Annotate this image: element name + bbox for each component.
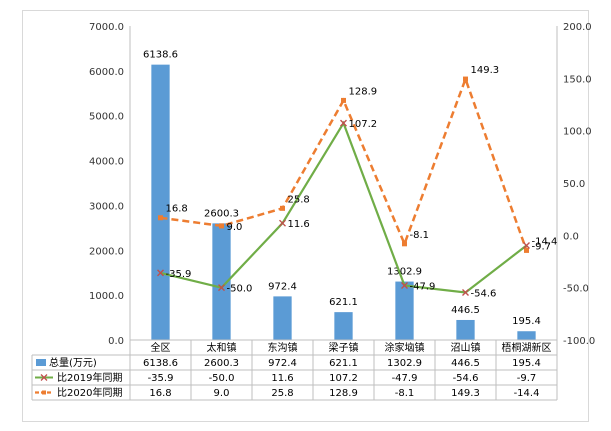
line-2020-data-label: 25.8 bbox=[288, 194, 310, 205]
line-2019-data-label: -47.9 bbox=[410, 281, 436, 292]
line-2020-data-label: -8.1 bbox=[410, 230, 430, 241]
table-cell: 6138.6 bbox=[143, 358, 178, 369]
line-2020-data-label: 149.3 bbox=[471, 65, 500, 76]
y-left-tick-label: 0.0 bbox=[108, 336, 124, 347]
table-cell: 107.2 bbox=[329, 373, 358, 384]
line-2019-marker bbox=[401, 281, 408, 289]
y-left-tick-label: 6000.0 bbox=[89, 67, 124, 78]
line-2019-data-label: -35.9 bbox=[166, 269, 192, 280]
table-cell: -50.0 bbox=[209, 373, 235, 384]
x-category-label: 全区 bbox=[151, 341, 171, 354]
y-right-tick-label: 100.0 bbox=[563, 127, 592, 138]
line-2020-marker bbox=[402, 241, 407, 247]
line-2019-marker bbox=[462, 288, 469, 296]
bar bbox=[456, 319, 475, 340]
line-2020-marker bbox=[341, 97, 346, 103]
legend-key-marker-2020 bbox=[42, 390, 46, 395]
bar bbox=[212, 223, 231, 340]
x-category-label: 东沟镇 bbox=[268, 341, 298, 354]
table-cell: -8.1 bbox=[395, 388, 415, 399]
y-right-tick-label: 0.0 bbox=[563, 231, 579, 242]
chart-border bbox=[22, 10, 589, 422]
y-left-tick-label: 1000.0 bbox=[89, 291, 124, 302]
y-left-tick-label: 5000.0 bbox=[89, 112, 124, 123]
legend-series-name: 总量(万元) bbox=[49, 356, 97, 369]
bar-data-label: 195.4 bbox=[512, 316, 541, 327]
table-cell: 25.8 bbox=[271, 388, 293, 399]
y-right-tick-label: -50.0 bbox=[563, 284, 589, 295]
bar-data-label: 621.1 bbox=[329, 297, 358, 308]
bar bbox=[395, 281, 414, 340]
table-cell: 128.9 bbox=[329, 388, 358, 399]
table-cell: 1302.9 bbox=[387, 358, 422, 369]
line-2020-data-label: -14.4 bbox=[532, 236, 558, 247]
y-left-tick-label: 3000.0 bbox=[89, 201, 124, 212]
bar bbox=[517, 331, 536, 340]
y-right-tick-label: 200.0 bbox=[563, 22, 592, 33]
table-cell: -14.4 bbox=[514, 388, 540, 399]
bar-data-label: 972.4 bbox=[268, 281, 297, 292]
table-cell: 2600.3 bbox=[204, 358, 239, 369]
table-cell: 621.1 bbox=[329, 358, 358, 369]
y-right-tick-label: 50.0 bbox=[563, 179, 585, 190]
table-cell: 446.5 bbox=[451, 358, 480, 369]
table-cell: 195.4 bbox=[512, 358, 541, 369]
y-right-tick-label: -100.0 bbox=[563, 336, 595, 347]
bar-data-label: 446.5 bbox=[451, 305, 480, 316]
y-left-tick-label: 2000.0 bbox=[89, 246, 124, 257]
x-category-label: 梁子镇 bbox=[329, 341, 359, 354]
x-category-label: 沼山镇 bbox=[451, 341, 481, 354]
bar-data-label: 6138.6 bbox=[143, 50, 178, 61]
line-2020-data-label: 9.0 bbox=[227, 222, 243, 233]
line-2019-marker bbox=[523, 241, 530, 249]
bar bbox=[151, 64, 170, 340]
line-2020-marker bbox=[463, 76, 468, 82]
line-2020-marker bbox=[280, 205, 285, 211]
bar bbox=[273, 296, 292, 340]
table-cell: -9.7 bbox=[517, 373, 537, 384]
table-cell: 972.4 bbox=[268, 358, 297, 369]
line-2019-data-label: -54.6 bbox=[471, 288, 497, 299]
line-2019-marker bbox=[340, 119, 347, 127]
line-2019-marker bbox=[157, 269, 164, 277]
x-category-label: 涂家垴镇 bbox=[385, 341, 425, 354]
table-cell: -54.6 bbox=[453, 373, 479, 384]
y-left-tick-label: 4000.0 bbox=[89, 157, 124, 168]
x-category-label: 太和镇 bbox=[207, 341, 237, 354]
bar bbox=[334, 312, 353, 340]
series-line-2020 bbox=[160, 75, 528, 251]
line-2019-marker bbox=[218, 284, 225, 292]
table-cell: 149.3 bbox=[451, 388, 480, 399]
line-2019-data-label: 11.6 bbox=[288, 219, 310, 230]
line-2019-data-label: -50.0 bbox=[227, 284, 253, 295]
line-2020-data-label: 128.9 bbox=[349, 86, 378, 97]
y-right-tick-label: 150.0 bbox=[563, 74, 592, 85]
table-cell: -35.9 bbox=[148, 373, 174, 384]
table-cell: 16.8 bbox=[149, 388, 171, 399]
line-2020-marker bbox=[158, 215, 163, 221]
table-cell: 11.6 bbox=[271, 373, 293, 384]
line-2020-marker bbox=[524, 247, 529, 253]
bar-data-label: 1302.9 bbox=[387, 267, 422, 278]
bar-data-label: 2600.3 bbox=[204, 208, 239, 219]
y-left-tick-label: 7000.0 bbox=[89, 22, 124, 33]
line-2019-data-label: 107.2 bbox=[349, 119, 378, 130]
line-2020-marker bbox=[219, 223, 224, 229]
legend-key-bar bbox=[36, 359, 46, 366]
line-2019-data-label: -9.7 bbox=[532, 241, 552, 252]
x-category-label: 梧桐湖新区 bbox=[502, 341, 552, 354]
line-2019-marker bbox=[279, 219, 286, 227]
legend-key-marker-2019 bbox=[40, 374, 48, 381]
legend-series-name: 比2020年同期 bbox=[57, 386, 122, 399]
table-cell: -47.9 bbox=[392, 373, 418, 384]
legend-series-name: 比2019年同期 bbox=[57, 371, 122, 384]
line-2020-data-label: 16.8 bbox=[166, 204, 188, 215]
table-cell: 9.0 bbox=[214, 388, 230, 399]
